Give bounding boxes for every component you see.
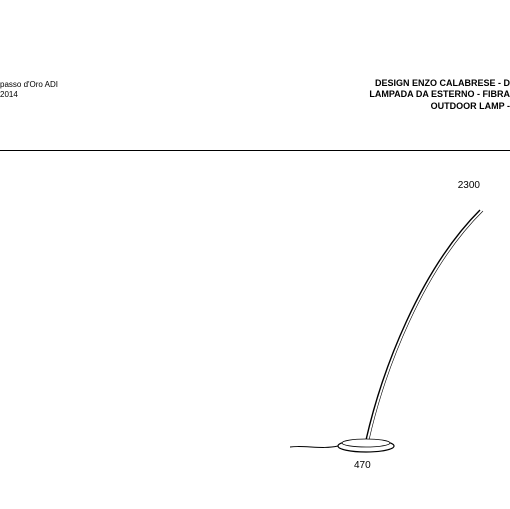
design-credit: DESIGN ENZO CALABRESE - D LAMPADA DA EST…: [369, 78, 510, 112]
credit-line-1: DESIGN ENZO CALABRESE - D: [369, 78, 510, 89]
lamp-drawing: [290, 200, 490, 460]
credit-line-3: OUTDOOR LAMP -: [369, 101, 510, 112]
award-caption: passo d'Oro ADI 2014: [0, 80, 58, 99]
dimension-base: 470: [354, 460, 371, 471]
dimension-height: 2300: [458, 180, 480, 191]
award-line-1: passo d'Oro ADI: [0, 80, 58, 90]
award-line-2: 2014: [0, 90, 58, 100]
lamp-base-top: [342, 439, 390, 447]
credit-line-2: LAMPADA DA ESTERNO - FIBRA: [369, 89, 510, 100]
lamp-pole-outline: [369, 211, 483, 440]
lamp-cable: [290, 446, 338, 448]
divider-line: [0, 150, 510, 151]
lamp-pole: [366, 210, 480, 440]
